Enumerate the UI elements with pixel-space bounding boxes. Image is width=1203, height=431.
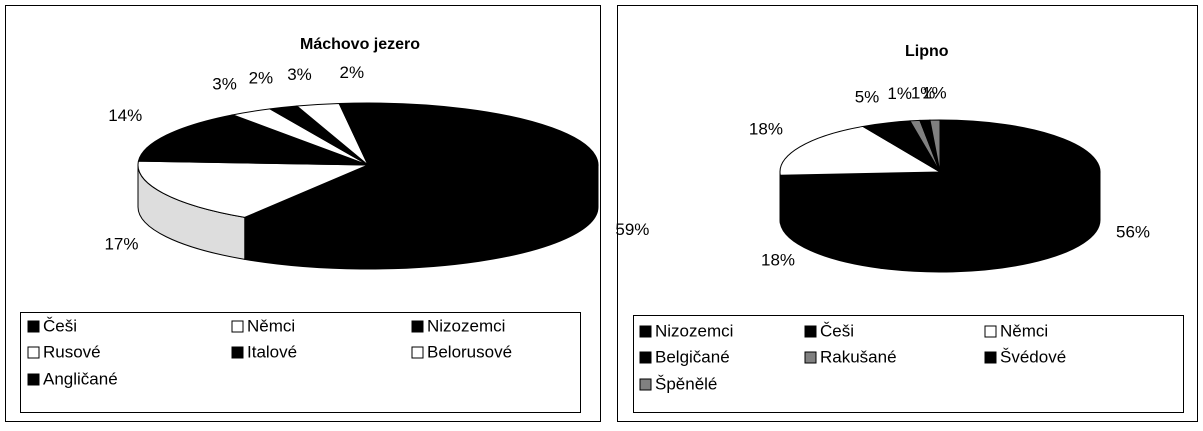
data-label: 3% (212, 74, 237, 93)
legend-label: Italové (247, 342, 297, 361)
data-label: 2% (249, 69, 274, 88)
legend-label: Rusové (43, 342, 101, 361)
legend-swatch (640, 352, 651, 363)
legend-label: Němci (1000, 321, 1048, 340)
legend-label: Rakušané (820, 347, 897, 366)
legend-label: Švédové (1000, 347, 1066, 366)
data-label: 18% (761, 251, 795, 270)
data-label: 2% (340, 63, 365, 82)
legend-swatch (985, 326, 996, 337)
data-label: 17% (104, 234, 138, 253)
legend-label: Belorusové (427, 342, 512, 361)
legend-label: Špěnělé (655, 374, 717, 393)
legend-swatch (640, 379, 651, 390)
legend-label: Nizozemci (655, 321, 733, 340)
legend-swatch (805, 352, 816, 363)
chart-title: Lipno (905, 43, 949, 60)
data-label: 59% (615, 220, 649, 239)
legend-swatch (412, 347, 423, 358)
legend-swatch (985, 352, 996, 363)
data-label: 56% (1116, 223, 1150, 242)
legend-swatch (232, 347, 243, 358)
data-label: 1% (887, 84, 912, 103)
legend-swatch (232, 321, 243, 332)
data-label: 1% (922, 83, 947, 102)
legend-swatch (412, 321, 423, 332)
legend-swatch (28, 321, 39, 332)
legend-label: Češi (820, 321, 854, 340)
legend-label: Němci (247, 316, 295, 335)
data-label: 14% (108, 106, 142, 125)
legend-label: Češi (43, 316, 77, 335)
data-label: 18% (749, 120, 783, 139)
legend-label: Angličané (43, 369, 118, 388)
legend-swatch (805, 326, 816, 337)
data-label: 3% (287, 65, 312, 84)
legend-swatch (28, 347, 39, 358)
legend-label: Nizozemci (427, 316, 505, 335)
chart-title: Máchovo jezero (300, 36, 420, 53)
data-label: 5% (855, 87, 880, 106)
legend-swatch (28, 374, 39, 385)
legend-label: Belgičané (655, 347, 730, 366)
legend-swatch (640, 326, 651, 337)
